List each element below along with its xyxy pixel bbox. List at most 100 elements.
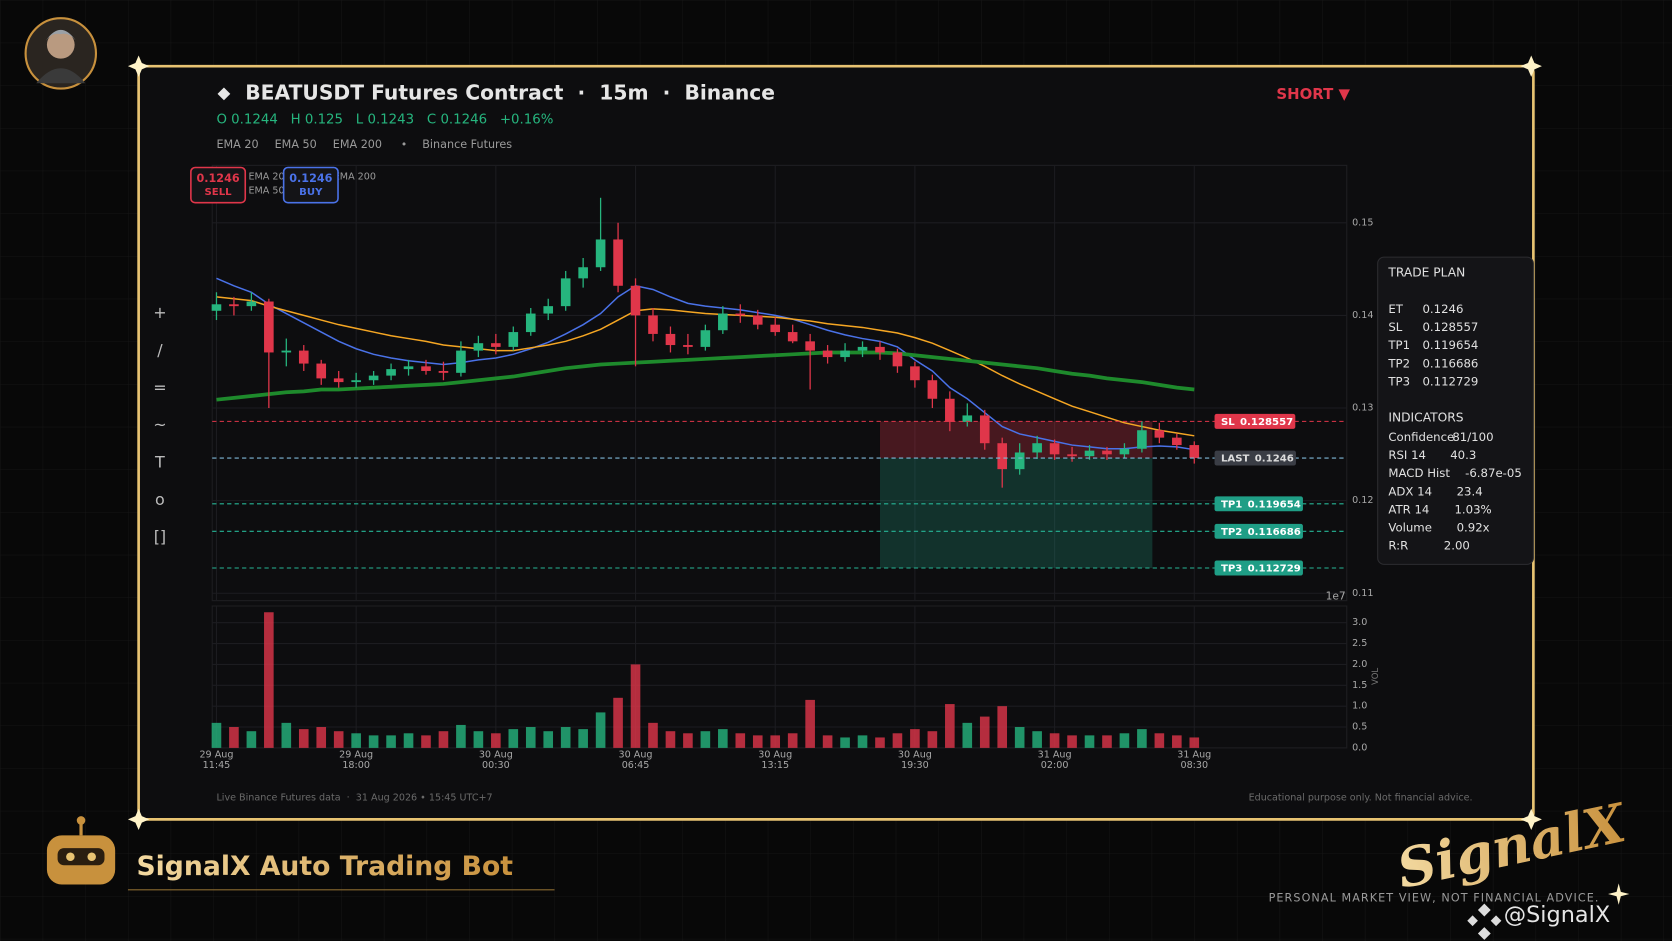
volume-bar (560, 727, 571, 748)
y-tick-label: 0.11 (1352, 588, 1373, 599)
x-tick-label: 30 Aug 19:30 (897, 750, 932, 772)
volume-tick-label: 0.0 (1352, 742, 1367, 753)
y-tick-label: 0.15 (1352, 217, 1373, 228)
tool-button[interactable]: = (153, 378, 166, 397)
indicator-label: RSI 14 (1388, 448, 1426, 462)
tool-button[interactable]: / (157, 341, 163, 360)
candle-body (421, 366, 431, 371)
tool-button[interactable]: T (154, 453, 165, 472)
ohlc-value: C 0.1246 (427, 112, 487, 127)
y-tick-label: 0.12 (1352, 495, 1373, 506)
volume-bar (491, 733, 501, 748)
volume-bar (264, 612, 274, 748)
volume-bar (1137, 729, 1147, 748)
indicator-label: ADX 14 (1388, 484, 1432, 498)
level-value: 0.116686 (1248, 527, 1301, 538)
indicators-title: INDICATORS (1388, 411, 1463, 425)
price-pane (211, 164, 1348, 602)
candle-body (1172, 437, 1182, 446)
plan-value: 0.119654 (1422, 338, 1478, 352)
indicator-label: Volume (1388, 521, 1432, 535)
bot-name: SignalX Auto Trading Bot (136, 851, 513, 882)
candle-body (264, 301, 274, 353)
ohlc-value: O 0.1244 (216, 112, 277, 127)
candle-body (1154, 430, 1165, 438)
indicator-label: R:R (1388, 539, 1408, 553)
candle-body (613, 239, 623, 286)
candle-body (875, 346, 885, 353)
tool-button[interactable]: o (155, 490, 165, 509)
x-tick-label-box: 29 Aug 11:45 (199, 750, 234, 772)
candle-body (735, 313, 746, 316)
level-value: 0.1246 (1255, 454, 1294, 465)
indicator-value: 81/100 (1452, 430, 1493, 444)
candle-body (1189, 445, 1200, 459)
plan-value: 0.128557 (1422, 320, 1478, 334)
buy-price: 0.1246 (289, 172, 332, 185)
level-name: TP2 (1221, 527, 1242, 538)
indicator-value: 0.92x (1457, 521, 1490, 535)
volume-bar (1067, 735, 1077, 748)
footer-right: Educational purpose only. Not financial … (1249, 793, 1473, 804)
candle-body (298, 350, 309, 364)
sell-price: 0.1246 (196, 172, 239, 185)
indicator-label: ATR 14 (1388, 502, 1429, 516)
volume-bar (910, 729, 920, 748)
legend-entry: EMA 50 (275, 138, 317, 151)
candle-body (595, 239, 606, 268)
separator: • (401, 138, 407, 151)
candle-body (456, 350, 466, 373)
source: Binance Futures (422, 138, 512, 151)
x-tick-label: 30 Aug 13:15 (758, 750, 793, 772)
volume-bar (351, 733, 361, 748)
sell-button[interactable] (190, 166, 247, 204)
candle-body (351, 380, 361, 383)
x-tick-label: 29 Aug 18:00 (339, 750, 374, 772)
x-tick-label-box: 30 Aug 00:30 (479, 750, 513, 771)
volume-bar (281, 722, 292, 748)
volume-bar (333, 731, 344, 748)
volume-bar (1049, 733, 1060, 748)
candle-body (787, 332, 798, 342)
level-tag-text: TP2 0.116686 (1221, 527, 1301, 538)
indicator-value: 2.00 (1444, 539, 1470, 553)
tool-button[interactable]: ~ (153, 415, 166, 434)
candle-body (1067, 454, 1077, 457)
tool-button[interactable]: + (153, 303, 166, 322)
volume-bar (421, 735, 431, 748)
volume-bar (578, 729, 588, 748)
volume-tick-label: 3.0 (1352, 617, 1367, 628)
level-value: 0.112729 (1248, 564, 1301, 575)
candle-body (752, 315, 763, 325)
volume-bar (1119, 733, 1130, 748)
candle-body (438, 370, 449, 373)
candle-body (892, 352, 903, 367)
ohlc-value: L 0.1243 (356, 112, 414, 127)
candle-body (368, 375, 379, 381)
candle-body (560, 278, 571, 307)
candle-body (1032, 443, 1042, 453)
candle-body (333, 378, 344, 383)
buy-button[interactable] (282, 166, 339, 204)
volume-tick-label: 2.0 (1352, 659, 1367, 670)
candle-body (979, 415, 990, 444)
level-tag-text: TP1 0.119654 (1221, 499, 1301, 510)
volume-bar (1014, 727, 1025, 748)
level-tag (1214, 413, 1296, 429)
volume-bar (1172, 735, 1182, 748)
level-name: SL (1221, 417, 1235, 428)
volume-bar (718, 729, 728, 748)
x-tick-label: 29 Aug 11:45 (199, 750, 234, 772)
level-value: 0.128557 (1240, 417, 1293, 428)
candle-body (997, 443, 1008, 470)
level-tag-text: TP3 0.112729 (1221, 564, 1301, 575)
volume-tick-label: 0.5 (1352, 722, 1367, 733)
footer-left: Live Binance Futures data · 31 Aug 2026 … (216, 793, 492, 804)
binance-icon (1467, 903, 1502, 940)
volume-axis-label: VOL (1371, 668, 1381, 685)
tool-button[interactable]: [] (154, 527, 166, 546)
candle-body (770, 324, 781, 333)
candle-body (910, 366, 920, 381)
reward-zone (879, 458, 1153, 568)
